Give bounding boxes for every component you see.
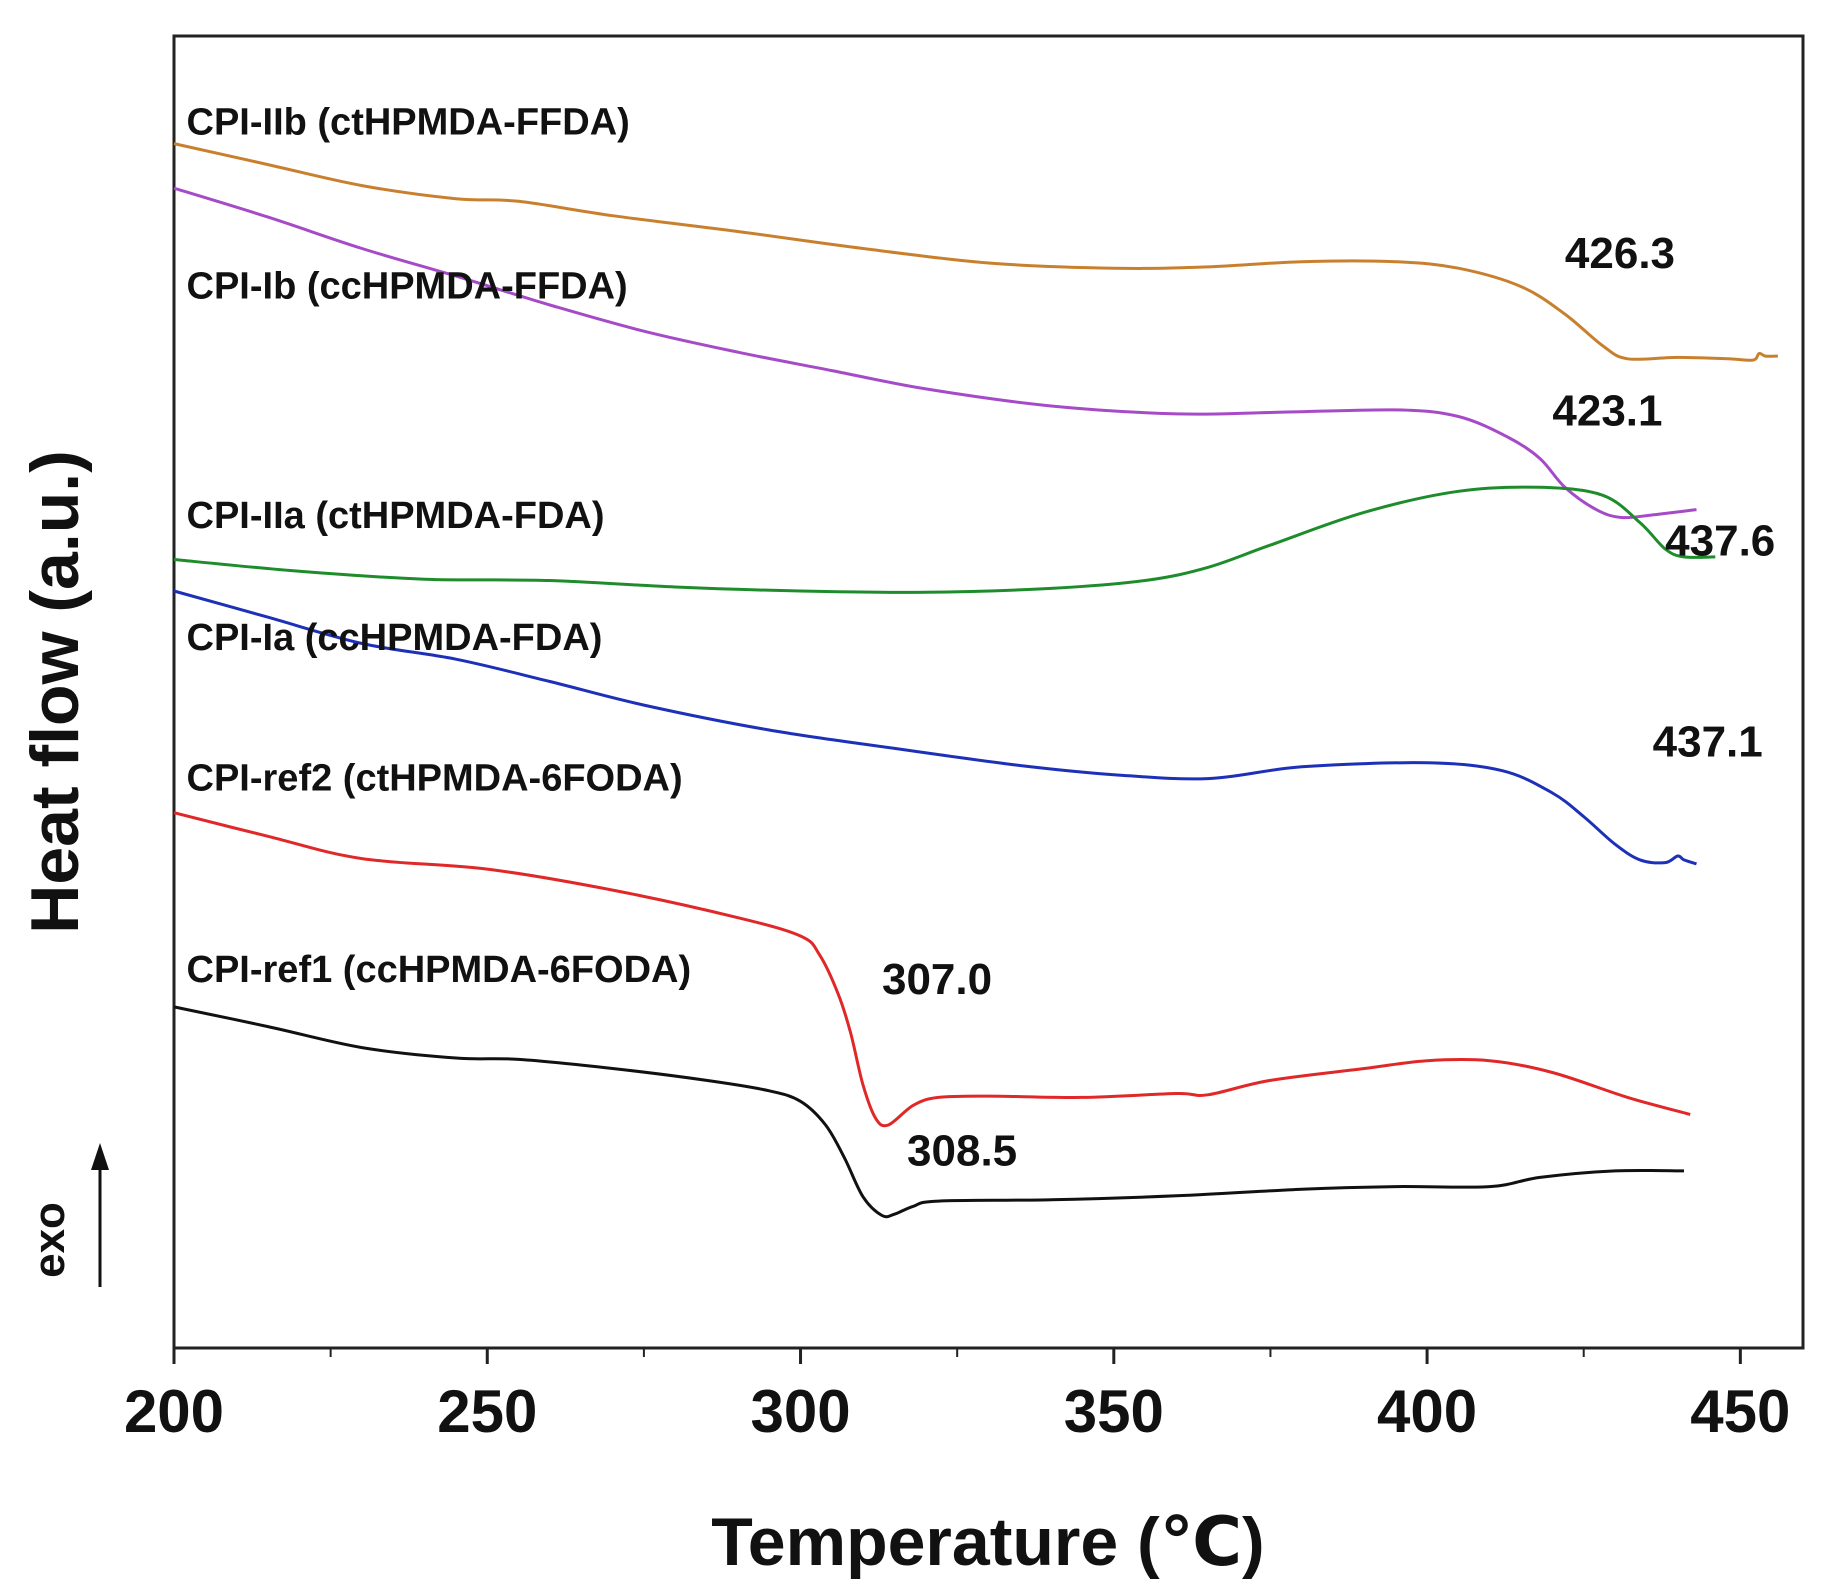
- x-tick-label: 350: [1064, 1378, 1164, 1445]
- exo-arrow-icon: [91, 1143, 109, 1287]
- x-tick-label: 200: [124, 1378, 224, 1445]
- series-line-2: [173, 186, 1697, 520]
- transition-temp-label: 307.0: [882, 955, 992, 1004]
- series-line-4: [173, 589, 1697, 866]
- series-line-6: [173, 1005, 1685, 1219]
- x-axis-title: Temperature (℃): [711, 1504, 1264, 1580]
- transition-temp-label: 437.6: [1665, 517, 1775, 566]
- exo-label: exo: [25, 1202, 74, 1278]
- x-tick-label: 250: [437, 1378, 537, 1445]
- series-line-3: [173, 485, 1716, 594]
- series-name-label: CPI-Ia (ccHPMDA-FDA): [187, 617, 603, 659]
- series-name-label: CPI-ref2 (ctHPMDA-6FODA): [187, 757, 683, 799]
- x-tick-label: 450: [1690, 1378, 1790, 1445]
- series-name-label: CPI-ref1 (ccHPMDA-6FODA): [187, 949, 692, 991]
- series-name-label: CPI-IIb (ctHPMDA-FFDA): [187, 101, 630, 143]
- x-tick-label: 400: [1377, 1378, 1477, 1445]
- transition-temp-label: 308.5: [907, 1127, 1017, 1176]
- transition-temp-label: 423.1: [1552, 387, 1662, 436]
- series-line-1: [173, 142, 1778, 362]
- x-tick-label: 300: [750, 1378, 850, 1445]
- x-axis-ticks: 200 250 300 350 400 450: [124, 1348, 1790, 1445]
- series-line-5: [173, 811, 1691, 1128]
- plot-frame: [172, 34, 1805, 1350]
- series-name-label: CPI-IIa (ctHPMDA-FDA): [187, 495, 605, 537]
- label-layer: CPI-IIb (ctHPMDA-FFDA) 426.3 CPI-Ib (ccHPM…: [187, 101, 1776, 1175]
- transition-temp-label: 437.1: [1653, 717, 1763, 766]
- series-name-label: CPI-Ib (ccHPMDA-FFDA): [187, 265, 628, 307]
- y-axis-title: Heat flow (a.u.): [17, 450, 93, 934]
- transition-temp-label: 426.3: [1565, 229, 1675, 278]
- series-layer: [173, 142, 1778, 1219]
